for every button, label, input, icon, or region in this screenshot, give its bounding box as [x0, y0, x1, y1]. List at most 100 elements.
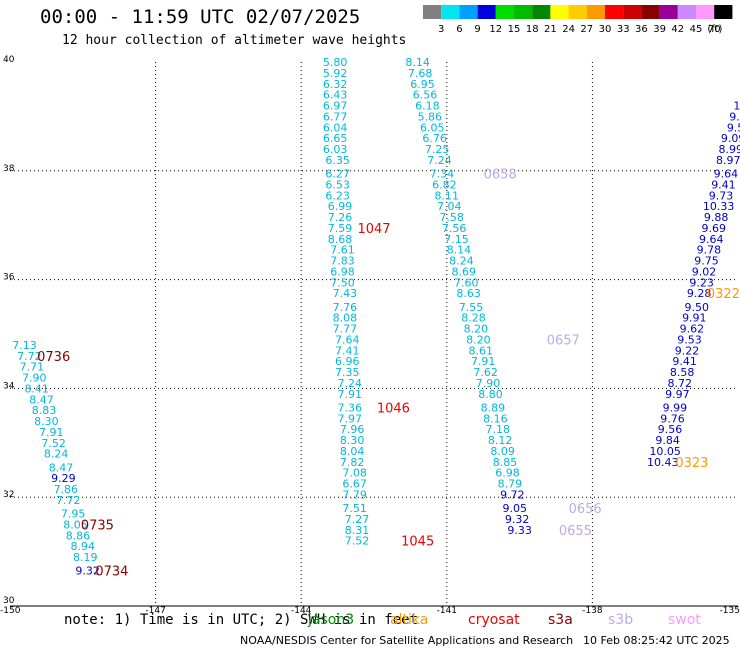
y-tick-label: 34: [3, 381, 15, 391]
swh-value-label: 7.15: [444, 233, 469, 246]
swh-value-label: 7.82: [340, 456, 365, 469]
pass-time-label: 0656: [569, 502, 602, 517]
swh-value-label: 8.14: [447, 244, 472, 257]
colorbar-swatch: [441, 5, 460, 19]
swh-value-label: 8.09: [490, 445, 515, 458]
swh-value-label: 7.27: [345, 513, 370, 526]
swh-value-label: 7.91: [471, 355, 496, 368]
swh-value-label: 7.71: [20, 361, 45, 374]
swh-value-label: 5.86: [418, 110, 443, 123]
swh-value-label: 9.09: [721, 132, 740, 145]
swh-value-label: 10.43: [647, 456, 679, 469]
track-a: 7.137.727.717.908.418.478.838.307.917.52…: [12, 339, 128, 580]
swh-value-label: 6.56: [413, 89, 438, 102]
swh-value-label: 8.68: [328, 233, 353, 246]
pass-time-label: 0658: [484, 168, 517, 183]
swh-value-label: 9.84: [655, 434, 680, 447]
swh-value-label: 7.52: [345, 535, 370, 548]
swh-value-label: 5.80: [323, 56, 348, 69]
swh-value-label: 7.59: [328, 222, 353, 235]
colorbar-swatch: [423, 5, 442, 19]
swh-value-label: 6.18: [415, 100, 440, 113]
swh-value-label: 6.23: [325, 189, 350, 202]
swh-value-label: 7.13: [12, 339, 37, 352]
swh-value-label: 9.33: [507, 524, 532, 537]
swh-value-label: 9.02: [692, 265, 717, 278]
swh-value-label: 9.76: [660, 412, 685, 425]
swh-value-label: 7.77: [333, 323, 358, 336]
swh-value-label: 7.62: [473, 366, 498, 379]
swh-value-label: 6.65: [323, 132, 348, 145]
x-tick-label: -138: [582, 606, 603, 616]
swh-value-label: 8.30: [34, 415, 59, 428]
y-tick-label: 36: [3, 273, 15, 283]
colorbar-tick-label: 36: [635, 24, 648, 35]
swh-value-label: 9.73: [709, 189, 734, 202]
swh-value-label: 7.83: [330, 255, 355, 268]
swh-value-label: 9.56: [658, 423, 683, 436]
track-c: 8.147.686.956.566.185.866.056.767.257.24…: [405, 56, 601, 539]
swh-value-label: 7.91: [337, 388, 362, 401]
swh-value-label: 9.78: [697, 244, 722, 257]
swh-value-label: 9.88: [704, 211, 729, 224]
swh-value-label: 8.63: [456, 287, 481, 300]
footer-timestamp: 10 Feb 08:25:42 UTC 2025: [583, 634, 730, 647]
swh-value-label: 7.60: [454, 276, 479, 289]
pass-time-label: 0323: [675, 456, 708, 471]
colorbar-tick-label: 21: [544, 24, 557, 35]
swh-value-label: 6.77: [323, 110, 348, 123]
satellite-legend-item: cryosat: [468, 612, 520, 628]
swh-value-label: 8.61: [469, 344, 494, 357]
swh-value-label: 8.97: [716, 154, 740, 167]
swh-value-label: 8.11: [435, 189, 460, 202]
swh-value-label: 7.50: [330, 276, 355, 289]
swh-value-label: 8.86: [66, 529, 91, 542]
swh-value-label: 7.43: [333, 287, 358, 300]
swh-value-label: 10.05: [649, 445, 681, 458]
swh-value-label: 9.41: [672, 355, 697, 368]
x-tick-label: -135: [720, 606, 740, 616]
swh-value-label: 8.41: [24, 382, 49, 395]
swh-value-label: 7.56: [442, 222, 467, 235]
swh-value-label: 8.20: [466, 333, 491, 346]
swh-value-label: 7.96: [340, 423, 365, 436]
swh-value-label: 7.24: [427, 154, 452, 167]
pass-time-label: 1046: [377, 401, 410, 416]
y-tick-label: 30: [3, 596, 15, 606]
swh-value-label: 9.32: [505, 513, 530, 526]
swh-value-label: 7.41: [335, 344, 360, 357]
swh-value-label: 9.64: [714, 168, 739, 181]
swh-value-label: 6.43: [323, 89, 348, 102]
colorbar-tick-label: 42: [671, 24, 684, 35]
swh-value-label: 6.35: [325, 154, 350, 167]
colorbar-swatch: [641, 5, 660, 19]
pass-time-label: 0735: [81, 518, 114, 533]
swh-value-label: 9.91: [682, 312, 707, 325]
swh-value-label: 6.96: [335, 355, 360, 368]
swh-value-label: 6.05: [420, 121, 445, 134]
swh-value-label: 9.28: [687, 287, 712, 300]
x-tick-label: -144: [291, 606, 312, 616]
swh-value-label: 7.68: [408, 67, 433, 80]
swh-value-label: 7.34: [430, 168, 455, 181]
footer-credit: NOAA/NESDIS Center for Satellite Applica…: [240, 634, 574, 647]
pass-time-label: 0657: [547, 333, 580, 348]
swh-value-label: 8.04: [340, 445, 365, 458]
swh-value-label: 6.27: [325, 168, 350, 181]
colorbar-swatch: [550, 5, 569, 19]
swh-value-label: 8.28: [461, 312, 486, 325]
swh-value-label: 10.33: [703, 200, 735, 213]
colorbar-swatch: [659, 5, 678, 19]
colorbar-tick-label: 15: [508, 24, 521, 35]
colorbar-swatch: [623, 5, 642, 19]
y-tick-label: 40: [3, 55, 15, 65]
colorbar-swatch: [477, 5, 496, 19]
swh-value-label: 8.47: [49, 461, 74, 474]
swh-value-label: 9.53: [677, 333, 702, 346]
swh-value-label: 8.12: [488, 434, 513, 447]
swh-value-label: 6.67: [342, 478, 367, 491]
page-title: 00:00 - 11:59 UTC 02/07/2025: [40, 6, 361, 28]
swh-value-label: 6.98: [495, 467, 520, 480]
swh-value-label: 9.0: [729, 110, 740, 123]
